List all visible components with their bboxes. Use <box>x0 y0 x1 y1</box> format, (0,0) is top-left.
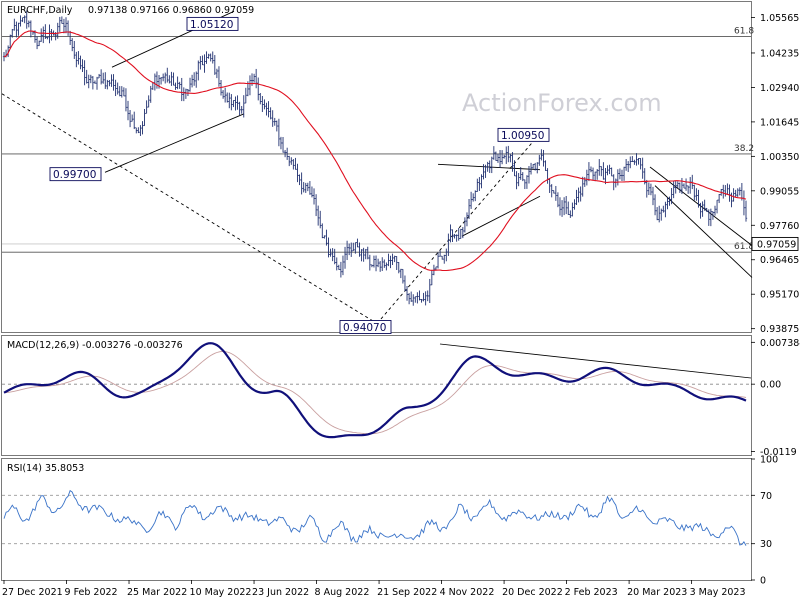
price-annotation-label: 0.99700 <box>53 169 96 181</box>
macd-trendline <box>439 343 752 379</box>
trendlines <box>1 10 753 324</box>
dashed-trendline <box>1 93 378 324</box>
triangle-upper-line <box>437 163 541 171</box>
price-annotation-box <box>186 16 239 31</box>
price-annotation-label: 1.00950 <box>501 130 544 142</box>
price-y-tick-label: 1.05565 <box>760 13 799 24</box>
macd-main-line <box>3 342 747 439</box>
price-annotation-box <box>339 320 392 334</box>
falling-channel-upper <box>649 166 753 246</box>
x-tick-label: 27 Dec 2021 <box>2 587 63 598</box>
macd-signal-line <box>3 350 747 435</box>
x-tick-label: 9 Feb 2022 <box>65 587 118 598</box>
macd-y-axis: 0.007384 0.00 -0.0119 <box>751 338 800 458</box>
macd-y-tick-label: 0.007384 <box>760 338 800 349</box>
price-y-tick-label: 0.97760 <box>760 221 799 232</box>
last-price-box <box>751 236 799 251</box>
rsi-y-tick-label: 0 <box>760 576 766 587</box>
x-tick-label: 20 Dec 2022 <box>502 587 563 598</box>
price-y-tick-label: 0.93875 <box>760 324 799 335</box>
x-tick-label: 2 Feb 2023 <box>565 587 618 598</box>
x-tick-label: 25 Mar 2022 <box>127 587 187 598</box>
rsi-y-tick-label: 30 <box>760 539 772 550</box>
x-tick-label: 10 May 2022 <box>190 587 252 598</box>
x-axis: 27 Dec 2021 9 Feb 2022 25 Mar 2022 10 May 2… <box>2 580 746 598</box>
channel-lower-line <box>104 113 245 173</box>
rsi-y-tick-label: 100 <box>760 455 778 466</box>
dashed-trendline <box>376 140 535 324</box>
rsi-y-axis: 100 70 30 0 <box>751 455 778 587</box>
macd-y-tick-label: -0.0119 <box>760 447 797 458</box>
rsi-line <box>3 489 747 546</box>
price-y-tick-label: 1.00350 <box>760 152 799 163</box>
rsi-panel-frame <box>1 458 752 581</box>
price-y-axis: 1.05565 1.04235 1.02940 1.01645 1.00350 0.990… <box>751 13 799 335</box>
price-y-tick-label: 1.04235 <box>760 48 799 59</box>
fib-levels: 61.8 38.2 61.8 <box>2 27 754 253</box>
price-y-tick-label: 0.96465 <box>760 255 799 266</box>
macd-panel-frame <box>1 335 752 456</box>
price-y-tick-label: 1.02940 <box>760 83 799 94</box>
macd-header: MACD(12,26,9) -0.003276 -0.003276 <box>7 340 183 351</box>
triangle-lower-line <box>461 195 541 237</box>
price-annotation-label: 0.94070 <box>343 322 386 334</box>
price-y-tick-label: 1.01645 <box>760 117 799 128</box>
rsi-y-tick-label: 70 <box>760 491 772 502</box>
fib-level-label: 61.8 <box>734 242 754 252</box>
x-tick-label: 23 Jun 2022 <box>252 587 309 598</box>
rsi-levels <box>2 494 751 545</box>
price-y-tick-label: 0.95170 <box>760 290 799 301</box>
ohlc-bars <box>2 10 748 306</box>
fib-level-label: 61.8 <box>734 27 754 37</box>
price-y-tick-label: 0.99055 <box>760 186 799 197</box>
x-tick-label: 8 Aug 2022 <box>315 587 370 598</box>
x-tick-label: 3 May 2023 <box>690 587 746 598</box>
price-header-symbol: EURCHF,Daily <box>7 5 73 16</box>
price-annotation-box <box>49 167 102 182</box>
rsi-panel: RSI(14) 35.8053 <box>1 458 752 581</box>
price-header-ohlc: 0.97138 0.97166 0.96860 0.97059 <box>88 5 254 16</box>
x-tick-label: 4 Nov 2022 <box>440 587 495 598</box>
price-panel: ActionForex.com 61.8 38.2 61.8 1.05120 0.99… <box>1 1 754 334</box>
moving-average-line <box>3 30 747 272</box>
x-tick-label: 21 Sep 2022 <box>377 587 437 598</box>
price-annotations: 1.05120 0.99700 1.00950 0.94070 <box>49 16 550 334</box>
last-price-label: 0.97059 <box>757 239 796 250</box>
price-annotation-box <box>497 127 550 142</box>
macd-y-tick-label: 0.00 <box>760 380 781 391</box>
price-annotation-label: 1.05120 <box>190 19 233 31</box>
fib-level-label: 38.2 <box>734 144 754 154</box>
rsi-header: RSI(14) 35.8053 <box>7 463 84 474</box>
watermark-text: ActionForex.com <box>462 89 662 117</box>
x-tick-label: 20 Mar 2023 <box>627 587 687 598</box>
macd-panel: MACD(12,26,9) -0.003276 -0.003276 <box>1 335 752 456</box>
